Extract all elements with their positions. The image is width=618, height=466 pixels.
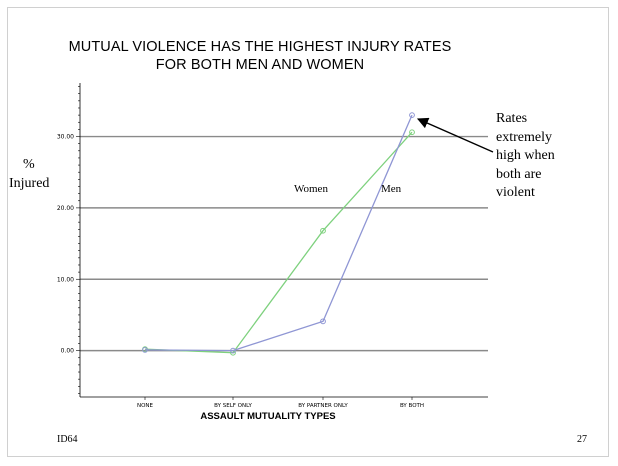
annotation-line: both are: [496, 166, 542, 182]
series-line: [144, 131, 413, 354]
y-tick-label: 0.00: [61, 348, 75, 355]
gridlines: [80, 135, 488, 352]
series-label: Men: [381, 183, 402, 195]
series-label: Women: [294, 183, 328, 195]
chart-labels: 0.00 10.00 20.00 30.00 NONE BY SELF ONLY BY PA…: [57, 134, 424, 422]
data-point: [409, 129, 415, 136]
slide-title: MUTUAL VIOLENCE HAS THE HIGHEST INJURY R…: [0, 38, 520, 74]
y-tick-label: 30.00: [57, 134, 74, 141]
axes: [76, 83, 488, 400]
annotation-arrow: [416, 117, 494, 153]
title-line-1: MUTUAL VIOLENCE HAS THE HIGHEST INJURY R…: [68, 39, 452, 55]
y-axis-label-percent: %: [23, 157, 35, 172]
page-number: 27: [577, 434, 587, 445]
data-point: [142, 347, 148, 353]
y-axis-label-injured: Injured: [9, 176, 50, 191]
title-line-2: FOR BOTH MEN AND WOMEN: [155, 57, 365, 73]
annotation-line: extremely: [496, 129, 552, 145]
annotation-line: violent: [496, 185, 535, 200]
x-tick-label: BY BOTH: [400, 403, 424, 409]
series-line: [144, 114, 413, 352]
data-point: [409, 112, 415, 119]
annotation-text: Rates extremely high when both are viole…: [496, 110, 588, 203]
x-tick-label: BY SELF ONLY: [214, 403, 252, 409]
data-point: [320, 318, 326, 325]
annotation-line: Rates: [496, 111, 528, 126]
x-axis-title: ASSAULT MUTUALITY TYPES: [200, 411, 335, 422]
y-tick-label: 10.00: [57, 276, 74, 283]
x-tick-label: BY PARTNER ONLY: [298, 403, 348, 409]
series-lines: [142, 112, 415, 356]
data-point: [320, 227, 326, 234]
slide-frame: [7, 7, 609, 457]
annotation-line: high when: [496, 148, 555, 163]
x-tick-label: NONE: [137, 403, 154, 409]
footer-id: ID64: [57, 434, 78, 445]
y-tick-label: 20.00: [57, 205, 74, 212]
data-point: [230, 347, 236, 354]
